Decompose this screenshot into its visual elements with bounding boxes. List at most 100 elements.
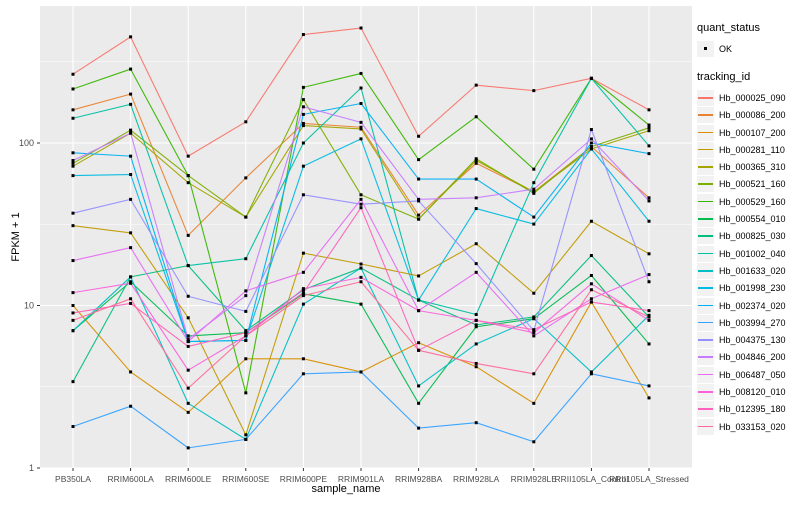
data-point <box>589 219 593 223</box>
x-tick-label: RRIM600PE <box>280 474 328 484</box>
data-point <box>186 174 190 178</box>
data-point <box>244 334 248 338</box>
data-point <box>244 289 248 293</box>
series-color-line-icon <box>698 373 713 376</box>
data-point <box>186 154 190 158</box>
legend-item-Hb_001998_230: Hb_001998_230 <box>697 280 800 297</box>
data-point <box>647 273 651 277</box>
data-point <box>359 127 363 131</box>
legend-key-line <box>697 245 714 262</box>
data-point <box>359 262 363 266</box>
data-point <box>301 372 305 376</box>
data-point <box>417 309 421 313</box>
legend-item-Hb_004846_200: Hb_004846_200 <box>697 349 800 366</box>
legend-item-Hb_008120_010: Hb_008120_010 <box>697 383 800 400</box>
data-point <box>647 129 651 133</box>
data-point <box>186 264 190 268</box>
data-point <box>474 421 478 425</box>
data-point <box>647 123 651 127</box>
legend-entries: Hb_000025_090 Hb_000086_200 Hb_000107_200 H… <box>697 89 800 435</box>
data-point <box>532 89 536 93</box>
data-point <box>359 102 363 106</box>
data-point <box>532 331 536 335</box>
data-point <box>647 152 651 156</box>
data-point <box>244 120 248 124</box>
data-point <box>186 344 190 348</box>
series-color-line-icon <box>698 287 713 289</box>
data-point <box>71 259 75 263</box>
data-point <box>532 291 536 295</box>
data-point <box>359 202 363 206</box>
data-point <box>359 137 363 141</box>
data-point <box>647 280 651 284</box>
data-point <box>474 161 478 165</box>
data-point <box>474 207 478 211</box>
data-point <box>647 313 651 317</box>
data-point <box>359 302 363 306</box>
legend-item-Hb_001633_020: Hb_001633_020 <box>697 262 800 279</box>
data-point <box>301 98 305 102</box>
legend-item-Hb_000529_160: Hb_000529_160 <box>697 193 800 210</box>
data-point <box>532 334 536 338</box>
legend-key-line <box>697 124 714 141</box>
data-point <box>71 311 75 315</box>
data-point <box>71 108 75 112</box>
data-point <box>71 380 75 384</box>
data-point <box>417 197 421 201</box>
data-point <box>359 280 363 284</box>
data-point <box>474 365 478 369</box>
data-point <box>301 294 305 298</box>
legend-key-line <box>697 383 714 400</box>
data-point <box>589 76 593 80</box>
data-point <box>301 85 305 89</box>
series-color-line-icon <box>698 408 713 410</box>
data-point <box>474 159 478 163</box>
legend-item-label: Hb_000825_030 <box>719 231 786 242</box>
legend-item-label: Hb_000281_110 <box>719 144 785 155</box>
data-point <box>474 318 478 322</box>
data-point <box>186 368 190 372</box>
data-point <box>186 181 190 185</box>
data-point <box>474 313 478 317</box>
data-point <box>532 315 536 319</box>
data-point <box>589 147 593 151</box>
data-point <box>474 361 478 365</box>
legend-item-Hb_000521_160: Hb_000521_160 <box>697 176 800 193</box>
data-point <box>301 270 305 274</box>
data-point <box>301 164 305 168</box>
y-axis-title: FPKM + 1 <box>10 212 22 262</box>
legend-item-Hb_001002_040: Hb_001002_040 <box>697 245 800 262</box>
data-point <box>186 401 190 405</box>
data-point <box>244 391 248 395</box>
series-color-line-icon <box>698 148 713 151</box>
data-point <box>71 224 75 228</box>
data-point <box>244 433 248 437</box>
data-point <box>532 215 536 219</box>
series-color-line-icon <box>698 131 713 134</box>
data-point <box>244 357 248 361</box>
data-point <box>129 131 133 135</box>
data-point <box>417 426 421 430</box>
series-color-line-icon <box>698 96 713 99</box>
x-tick-label: PB350LA <box>55 474 91 484</box>
series-color-line-icon <box>698 339 713 341</box>
series-color-line-icon <box>698 304 713 307</box>
legend-tracking-id: tracking_id Hb_000025_090 Hb_000086_200 Hb… <box>697 71 800 435</box>
legend-key-line <box>697 401 714 418</box>
legend-key-line <box>697 366 714 383</box>
data-point <box>474 323 478 327</box>
data-point <box>129 67 133 71</box>
legend-item-label: Hb_002374_020 <box>719 300 786 311</box>
legend-item-Hb_000107_200: Hb_000107_200 <box>697 124 800 141</box>
x-tick-label: RRIM928LE <box>511 474 558 484</box>
legend-item-label: Hb_000554_010 <box>719 214 786 225</box>
data-point <box>186 294 190 298</box>
legend-item-label: Hb_004375_130 <box>719 335 786 346</box>
legend-item-label: Hb_000086_200 <box>719 110 786 121</box>
data-point <box>244 176 248 180</box>
legend-item-ok: OK <box>697 40 800 57</box>
legend-key-line <box>697 297 714 314</box>
series-color-line-icon <box>698 390 713 393</box>
data-point <box>589 370 593 374</box>
